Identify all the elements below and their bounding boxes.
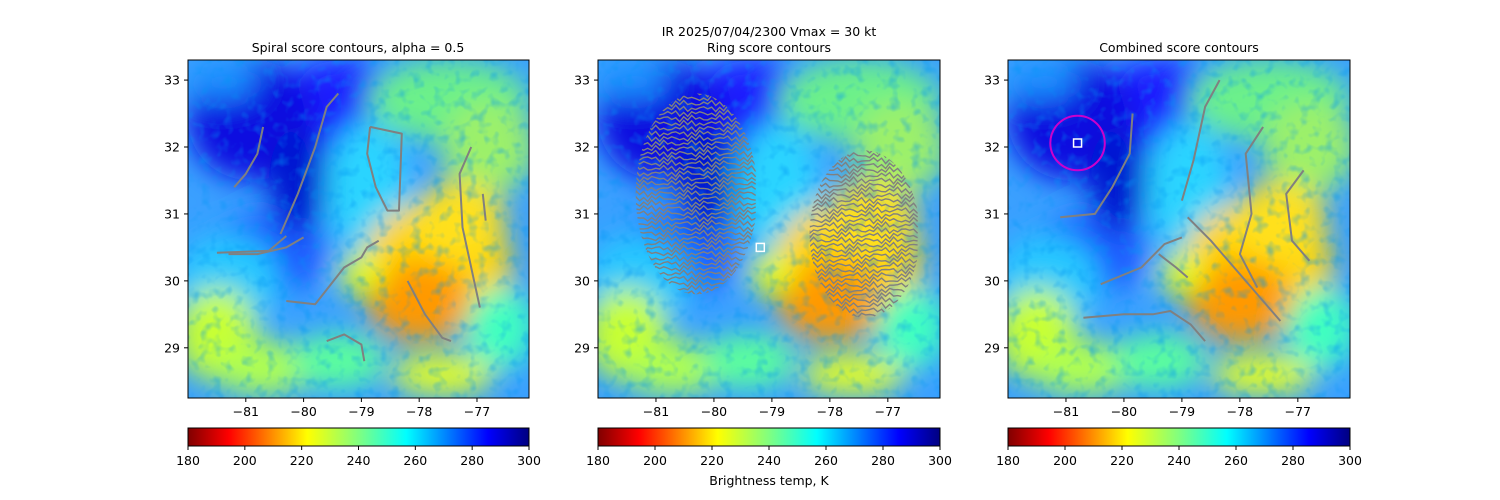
score-contour-line xyxy=(1083,310,1206,342)
colorbar xyxy=(1007,427,1351,447)
y-tick-label: 32 xyxy=(164,140,180,155)
colorbar-tick-label: 180 xyxy=(176,453,200,468)
y-tick-label: 31 xyxy=(984,206,1000,221)
colorbar-tick-label: 300 xyxy=(517,453,541,468)
colorbar xyxy=(187,427,530,447)
center-marker xyxy=(755,242,766,253)
score-contour-line xyxy=(481,193,487,221)
figure-suptitle: IR 2025/07/04/2300 Vmax = 30 kt xyxy=(662,24,877,39)
score-contour-line xyxy=(286,239,380,306)
panel-ring: Ring score contours −81 −80 −79 −78 −77 29 30 3… xyxy=(574,40,952,468)
x-tick-label: −78 xyxy=(1227,404,1253,419)
x-tick-label: −81 xyxy=(233,404,259,419)
colorbar-tick-label: 260 xyxy=(1224,453,1248,468)
ir-brightness-image xyxy=(1008,60,1350,398)
x-tick-label: −81 xyxy=(1053,404,1079,419)
panel-ring-title: Ring score contours xyxy=(707,40,831,55)
ring-score-contour-texture xyxy=(635,93,757,295)
y-tick-label: 30 xyxy=(574,273,590,288)
colorbar-tick-label: 220 xyxy=(290,453,314,468)
colorbar-tick-label: 300 xyxy=(1338,453,1362,468)
y-tick-label: 32 xyxy=(984,140,1000,155)
score-contour-line xyxy=(326,333,366,362)
y-tick-label: 33 xyxy=(574,73,590,88)
best-fit-ring xyxy=(1049,114,1106,172)
center-marker xyxy=(1072,138,1083,148)
score-contour-line xyxy=(1060,113,1134,219)
y-tick-label: 31 xyxy=(574,206,590,221)
colorbar-tick-label: 200 xyxy=(233,453,257,468)
colorbar-tick-label: 280 xyxy=(1281,453,1305,468)
x-tick-label: −77 xyxy=(464,404,490,419)
colorbar-tick-label: 220 xyxy=(1110,453,1134,468)
y-tick-label: 33 xyxy=(984,73,1000,88)
y-tick-label: 29 xyxy=(574,340,590,355)
x-tick-label: −81 xyxy=(643,404,669,419)
colorbar-tick-label: 200 xyxy=(643,453,667,468)
score-contour-line xyxy=(279,92,340,235)
score-contour-line xyxy=(1100,236,1183,286)
plot-frame xyxy=(597,59,941,399)
x-tick-label: −80 xyxy=(701,404,727,419)
panel-combined: Combined score contours −81 −80 −79 −78 −77 2… xyxy=(984,40,1362,468)
y-tick-label: 33 xyxy=(164,73,180,88)
score-contour-line xyxy=(366,125,403,212)
score-contour-line xyxy=(1285,169,1311,262)
colorbar-tick-label: 180 xyxy=(586,453,610,468)
panel-spiral-title: Spiral score contours, alpha = 0.5 xyxy=(252,40,465,55)
score-contour-line xyxy=(1238,126,1264,289)
x-tick-label: −79 xyxy=(1169,404,1195,419)
colorbar-tick-label: 280 xyxy=(460,453,484,468)
score-contour-line xyxy=(228,236,305,256)
colorbar-tick-label: 260 xyxy=(814,453,838,468)
y-tick-label: 30 xyxy=(164,273,180,288)
y-tick-label: 32 xyxy=(574,140,590,155)
colorbar-axis-label: Brightness temp, K xyxy=(709,473,829,488)
colorbar-tick-label: 240 xyxy=(1167,453,1191,468)
panel-combined-title: Combined score contours xyxy=(1099,40,1259,55)
colorbar-tick-label: 280 xyxy=(871,453,895,468)
y-tick-label: 29 xyxy=(164,340,180,355)
x-tick-label: −78 xyxy=(817,404,843,419)
x-tick-label: −79 xyxy=(348,404,374,419)
colorbar xyxy=(597,427,941,447)
score-contour-line xyxy=(406,280,452,343)
y-tick-label: 29 xyxy=(984,340,1000,355)
panel-spiral: Spiral score contours, alpha = 0.5 −81 −8… xyxy=(164,40,541,468)
panel-spiral-plot: −81 −80 −79 −78 −77 29 30 31 32 33 180 200 220 240 260… xyxy=(164,59,541,468)
score-contour-line xyxy=(1158,253,1189,279)
score-contour-line xyxy=(216,235,287,254)
x-tick-label: −78 xyxy=(406,404,432,419)
x-tick-label: −79 xyxy=(759,404,785,419)
colorbar-tick-label: 180 xyxy=(996,453,1020,468)
score-contour-line xyxy=(1180,79,1221,201)
score-contour-line xyxy=(458,146,481,308)
x-tick-label: −80 xyxy=(290,404,316,419)
colorbar-tick-label: 300 xyxy=(928,453,952,468)
colorbar-tick-label: 240 xyxy=(347,453,371,468)
x-tick-label: −80 xyxy=(1111,404,1137,419)
score-contour-line xyxy=(233,126,265,188)
colorbar-tick-label: 200 xyxy=(1053,453,1077,468)
plot-frame xyxy=(1007,59,1351,399)
panel-combined-plot: −81 −80 −79 −78 −77 29 30 31 32 33 180 200 220 240 260… xyxy=(984,59,1362,468)
panel-ring-plot: −81 −80 −79 −78 −77 29 30 31 32 33 180 200 220 240 260… xyxy=(574,59,952,468)
x-tick-label: −77 xyxy=(1285,404,1311,419)
ir-brightness-image xyxy=(188,60,529,398)
colorbar-tick-label: 220 xyxy=(700,453,724,468)
colorbar-tick-label: 260 xyxy=(403,453,427,468)
y-tick-label: 30 xyxy=(984,273,1000,288)
plot-frame xyxy=(187,59,530,399)
colorbar-tick-label: 240 xyxy=(757,453,781,468)
x-tick-label: −77 xyxy=(875,404,901,419)
y-tick-label: 31 xyxy=(164,206,180,221)
ring-score-contour-texture xyxy=(809,150,919,318)
score-contour-line xyxy=(1186,216,1282,322)
